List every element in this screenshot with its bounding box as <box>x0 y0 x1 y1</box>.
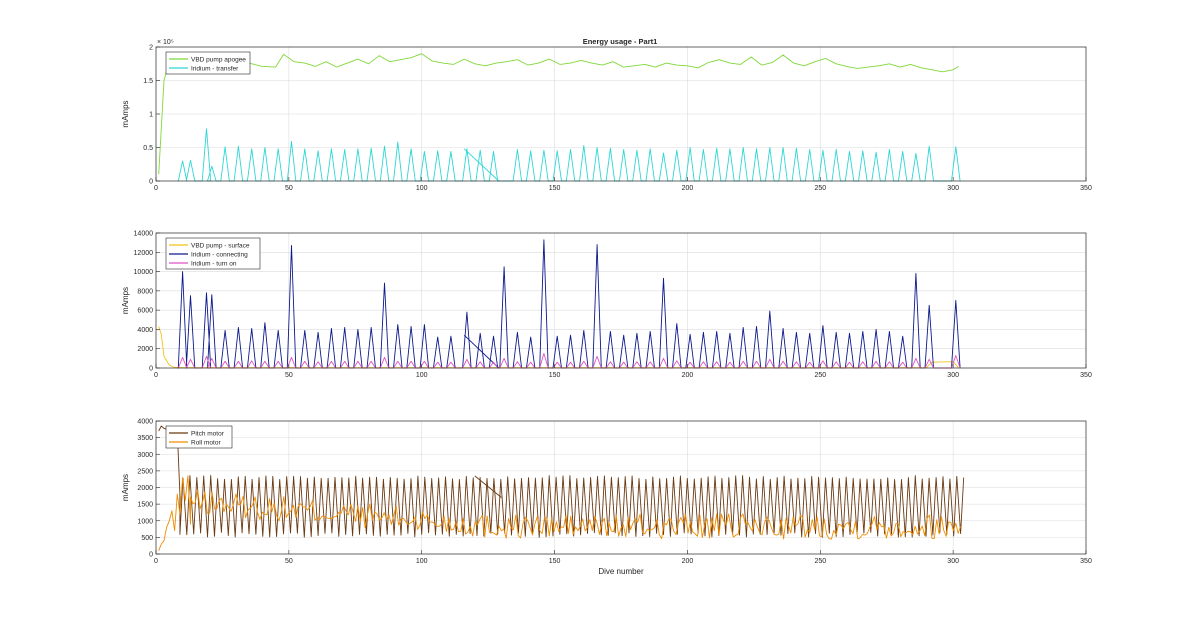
y-tick-label: 0 <box>149 179 153 186</box>
x-tick-label: 0 <box>154 372 158 379</box>
series-group <box>158 425 965 551</box>
y-tick-label: 500 <box>141 535 153 542</box>
x-tick-label: 350 <box>1080 558 1092 565</box>
x-tick-label: 200 <box>682 372 694 379</box>
series-line-1 <box>158 475 962 551</box>
y-tick-label: 4000 <box>137 327 153 334</box>
y-exponent-label: × 10⁵ <box>157 39 174 46</box>
y-tick-label: 2000 <box>137 346 153 353</box>
x-tick-label: 0 <box>154 185 158 192</box>
x-tick-label: 250 <box>814 558 826 565</box>
y-tick-label: 6000 <box>137 308 153 315</box>
x-tick-label: 100 <box>416 372 428 379</box>
legend-label: Roll motor <box>191 439 221 446</box>
legend-label: Pitch motor <box>191 430 225 437</box>
y-axis-label: mAmps <box>121 287 130 314</box>
y-tick-label: 12000 <box>134 250 154 257</box>
y-tick-label: 0 <box>149 552 153 559</box>
y-tick-label: 1 <box>149 112 153 119</box>
y-tick-label: 4000 <box>137 419 153 426</box>
x-tick-label: 100 <box>416 558 428 565</box>
x-tick-label: 300 <box>947 372 959 379</box>
y-tick-label: 8000 <box>137 288 153 295</box>
x-tick-label: 100 <box>416 185 428 192</box>
y-tick-label: 3500 <box>137 435 153 442</box>
legend-label: Iridium - connecting <box>191 251 248 258</box>
series-segment-1 <box>463 148 500 182</box>
y-tick-label: 2000 <box>137 485 153 492</box>
x-tick-label: 50 <box>285 558 293 565</box>
x-tick-label: 0 <box>154 558 158 565</box>
x-tick-label: 150 <box>549 185 561 192</box>
x-tick-label: 250 <box>814 372 826 379</box>
legend-label: VBD pump apogee <box>191 56 246 63</box>
figure-title: Energy usage - Part1 <box>583 37 658 46</box>
y-axis-label: mAmps <box>121 474 130 501</box>
y-tick-label: 1.5 <box>143 78 153 85</box>
y-tick-label: 3000 <box>137 452 153 459</box>
plot-area <box>156 233 1086 368</box>
series-line-0 <box>158 53 959 175</box>
x-tick-label: 200 <box>682 558 694 565</box>
legend-label: Iridium - turn on <box>191 260 237 267</box>
x-tick-label: 50 <box>285 185 293 192</box>
y-tick-label: 14000 <box>134 231 154 238</box>
x-tick-label: 300 <box>947 185 959 192</box>
axes-box <box>155 232 1087 369</box>
panel-vbd-surface-iridium: 0 50 100 150 200 250 300 350 0 2000 4000 6000 8000 10… <box>121 231 1092 380</box>
x-tick-label: 50 <box>285 372 293 379</box>
series-line-1 <box>177 239 961 369</box>
legend-label: Iridium - transfer <box>191 65 239 72</box>
y-axis-label: mAmps <box>121 100 130 127</box>
x-tick-label: 150 <box>549 372 561 379</box>
x-tick-label: 150 <box>549 558 561 565</box>
y-tick-label: 2 <box>149 45 153 52</box>
y-tick-label: 0.5 <box>143 145 153 152</box>
panel-motors: 0 50 100 150 200 250 300 3500500100015002000250… <box>121 419 1092 577</box>
y-tick-label: 10000 <box>134 269 154 276</box>
panel-vbd-iridium-transfer: 0 50 100 150 200 250 300 350 0 0.5 1 1.5 2 × 10⁵ mAmps… <box>121 39 1092 192</box>
x-tick-label: 200 <box>682 185 694 192</box>
x-tick-label: 350 <box>1080 185 1092 192</box>
x-tick-label: 350 <box>1080 372 1092 379</box>
series-segment-0 <box>474 475 502 498</box>
y-tick-label: 1500 <box>137 502 153 509</box>
x-tick-label: 300 <box>947 558 959 565</box>
series-line-0 <box>158 425 965 538</box>
y-tick-label: 0 <box>149 366 153 373</box>
y-tick-label: 1000 <box>137 518 153 525</box>
y-tick-label: 2500 <box>137 468 153 475</box>
x-axis-label: Dive number <box>598 567 644 576</box>
legend-label: VBD pump - surface <box>191 242 250 249</box>
x-tick-label: 250 <box>814 185 826 192</box>
